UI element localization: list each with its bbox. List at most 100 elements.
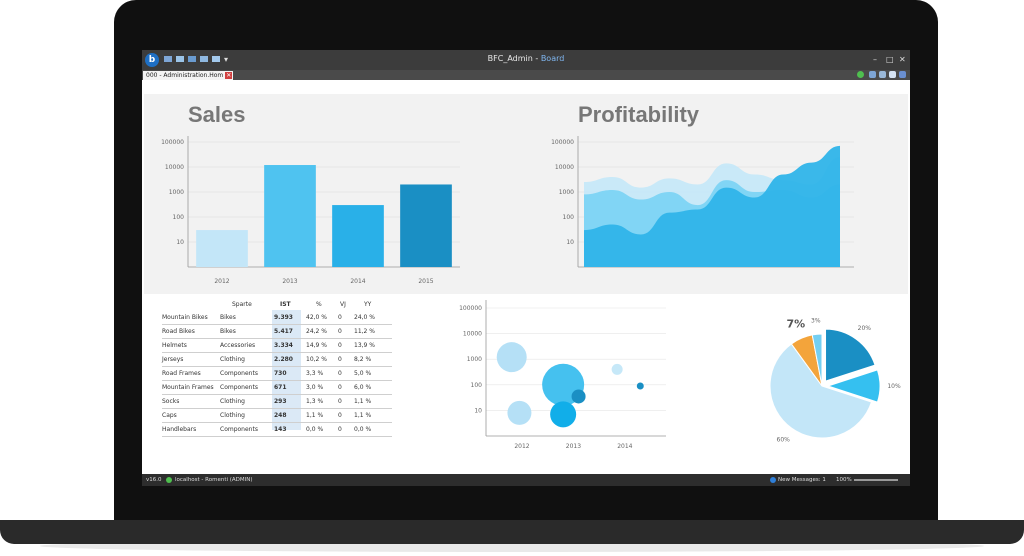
board-logo-icon[interactable]: b bbox=[145, 53, 159, 67]
close-button[interactable]: ✕ bbox=[899, 55, 906, 64]
table-cell: 11,2 % bbox=[354, 328, 375, 335]
refresh-icon[interactable] bbox=[857, 71, 864, 78]
sales-bar bbox=[332, 205, 384, 267]
app-name: Board bbox=[540, 54, 565, 63]
table-body: Mountain Bikes Bikes 9.393 42,0 % 0 24,0 % Roa… bbox=[162, 311, 392, 437]
sales-x-tick-label: 2015 bbox=[418, 278, 433, 285]
filter-icon[interactable] bbox=[889, 71, 896, 78]
bubble-y-tick-label: 100 bbox=[471, 382, 483, 389]
table-cell: Jerseys bbox=[162, 356, 184, 363]
table-row[interactable]: Helmets Accessories 3.334 14,9 % 0 13,9 % bbox=[162, 339, 392, 353]
sales-y-tick-label: 10000 bbox=[165, 164, 184, 171]
help-icon[interactable] bbox=[899, 71, 906, 78]
message-icon[interactable] bbox=[770, 477, 776, 483]
table-cell: 6,0 % bbox=[354, 384, 372, 391]
sales-bar bbox=[400, 184, 452, 267]
settings-icon[interactable] bbox=[879, 71, 886, 78]
profit-y-tick-label: 10 bbox=[566, 239, 574, 246]
top-panel: Sales Profitability 10 100 1000 10000 100000… bbox=[144, 94, 908, 294]
table-cell: Road Frames bbox=[162, 370, 201, 377]
tab-administration-home[interactable]: 000 - Administration.Hom ✕ bbox=[143, 71, 234, 80]
header-yy: YY bbox=[364, 301, 372, 308]
pie-slice bbox=[826, 369, 881, 403]
table-cell: 5.417 bbox=[274, 328, 293, 335]
table-cell: 0 bbox=[338, 356, 342, 363]
pie-chart: 20% 10% 60% 7% 3% bbox=[769, 317, 901, 443]
status-bar: v16.0 localhost - Romenti (ADMIN) New Me… bbox=[142, 474, 910, 486]
table-cell: 0 bbox=[338, 426, 342, 433]
table-cell: 9.393 bbox=[274, 314, 293, 321]
more-icon[interactable]: ▾ bbox=[224, 55, 229, 64]
table-cell: 1,1 % bbox=[354, 398, 372, 405]
table-cell: Bikes bbox=[220, 314, 236, 321]
sales-y-tick-label: 10 bbox=[176, 239, 184, 246]
table-cell: Components bbox=[220, 384, 258, 391]
folder-icon[interactable] bbox=[176, 56, 184, 62]
table-cell: Socks bbox=[162, 398, 180, 405]
table-row[interactable]: Caps Clothing 248 1,1 % 0 1,1 % bbox=[162, 409, 392, 423]
app-window: b ▾ BFC_Admin - Board – □ ✕ 000 - Admini… bbox=[142, 50, 910, 486]
tab-close-icon[interactable]: ✕ bbox=[225, 72, 233, 79]
zoom-label[interactable]: 100% bbox=[836, 477, 852, 483]
table-row[interactable]: Road Bikes Bikes 5.417 24,2 % 0 11,2 % bbox=[162, 325, 392, 339]
table-cell: 3,0 % bbox=[306, 384, 324, 391]
table-cell: 5,0 % bbox=[354, 370, 372, 377]
laptop-base bbox=[0, 520, 1024, 544]
window-title: BFC_Admin - Board bbox=[142, 54, 910, 63]
title-bar: b ▾ BFC_Admin - Board – □ ✕ bbox=[142, 50, 910, 70]
table-cell: 0 bbox=[338, 370, 342, 377]
table-cell: Mountain Frames bbox=[162, 384, 214, 391]
restore-button[interactable]: □ bbox=[886, 55, 894, 64]
table-row[interactable]: Jerseys Clothing 2.280 10,2 % 0 8,2 % bbox=[162, 353, 392, 367]
bubble-x-tick-label: 2013 bbox=[566, 443, 581, 450]
messages-label[interactable]: New Messages: 1 bbox=[778, 477, 826, 483]
bubble-point bbox=[611, 363, 623, 375]
table-cell: 24,2 % bbox=[306, 328, 327, 335]
minimize-button[interactable]: – bbox=[873, 55, 877, 64]
sales-bar bbox=[196, 230, 248, 267]
connection-label: localhost - Romenti (ADMIN) bbox=[175, 477, 253, 483]
table-row[interactable]: Mountain Bikes Bikes 9.393 42,0 % 0 24,0 % bbox=[162, 311, 392, 325]
title-separator: - bbox=[532, 54, 541, 63]
sales-x-tick-label: 2013 bbox=[282, 278, 297, 285]
table-cell: 42,0 % bbox=[306, 314, 327, 321]
header-vj: VJ bbox=[340, 301, 346, 308]
save-icon[interactable] bbox=[164, 56, 172, 62]
table-cell: Components bbox=[220, 370, 258, 377]
table-cell: 0,0 % bbox=[354, 426, 372, 433]
profit-y-tick-label: 100000 bbox=[551, 139, 574, 146]
sales-table: Sparte IST % VJ YY Mountain Bikes Bikes 9.… bbox=[162, 298, 392, 437]
bubble-point bbox=[550, 401, 577, 428]
table-cell: Clothing bbox=[220, 412, 245, 419]
sales-chart: 10 100 1000 10000 100000 2012 2013 2014 2015 bbox=[161, 136, 460, 285]
table-row[interactable]: Handlebars Components 143 0,0 % 0 0,0 % bbox=[162, 423, 392, 437]
table-cell: 0,0 % bbox=[306, 426, 324, 433]
pie-slice-label: 20% bbox=[858, 325, 872, 332]
table-row[interactable]: Socks Clothing 293 1,3 % 0 1,1 % bbox=[162, 395, 392, 409]
export-icon[interactable] bbox=[200, 56, 208, 62]
bubble-y-tick-label: 10000 bbox=[463, 331, 482, 338]
table-cell: 0 bbox=[338, 314, 342, 321]
layout-icon[interactable] bbox=[212, 56, 220, 62]
user-icon[interactable] bbox=[869, 71, 876, 78]
table-cell: 0 bbox=[338, 342, 342, 349]
table-cell: Components bbox=[220, 426, 258, 433]
table-row[interactable]: Road Frames Components 730 3,3 % 0 5,0 % bbox=[162, 367, 392, 381]
table-cell: 2.280 bbox=[274, 356, 293, 363]
pie-slice-label: 10% bbox=[887, 383, 901, 390]
print-icon[interactable] bbox=[188, 56, 196, 62]
header-percent: % bbox=[316, 301, 322, 308]
bubble-y-tick-label: 1000 bbox=[467, 356, 482, 363]
zoom-slider[interactable] bbox=[854, 479, 898, 481]
pie-slice-label: 7% bbox=[786, 317, 805, 330]
bubble-point bbox=[571, 389, 586, 404]
table-cell: Mountain Bikes bbox=[162, 314, 208, 321]
table-cell: Accessories bbox=[220, 342, 256, 349]
profitability-chart: 10 100 1000 10000 100000 bbox=[551, 136, 854, 268]
table-cell: Road Bikes bbox=[162, 328, 195, 335]
table-cell: Clothing bbox=[220, 398, 245, 405]
table-cell: 1,3 % bbox=[306, 398, 324, 405]
sales-bar bbox=[264, 165, 316, 267]
table-row[interactable]: Mountain Frames Components 671 3,0 % 0 6,0 % bbox=[162, 381, 392, 395]
table-cell: 0 bbox=[338, 412, 342, 419]
